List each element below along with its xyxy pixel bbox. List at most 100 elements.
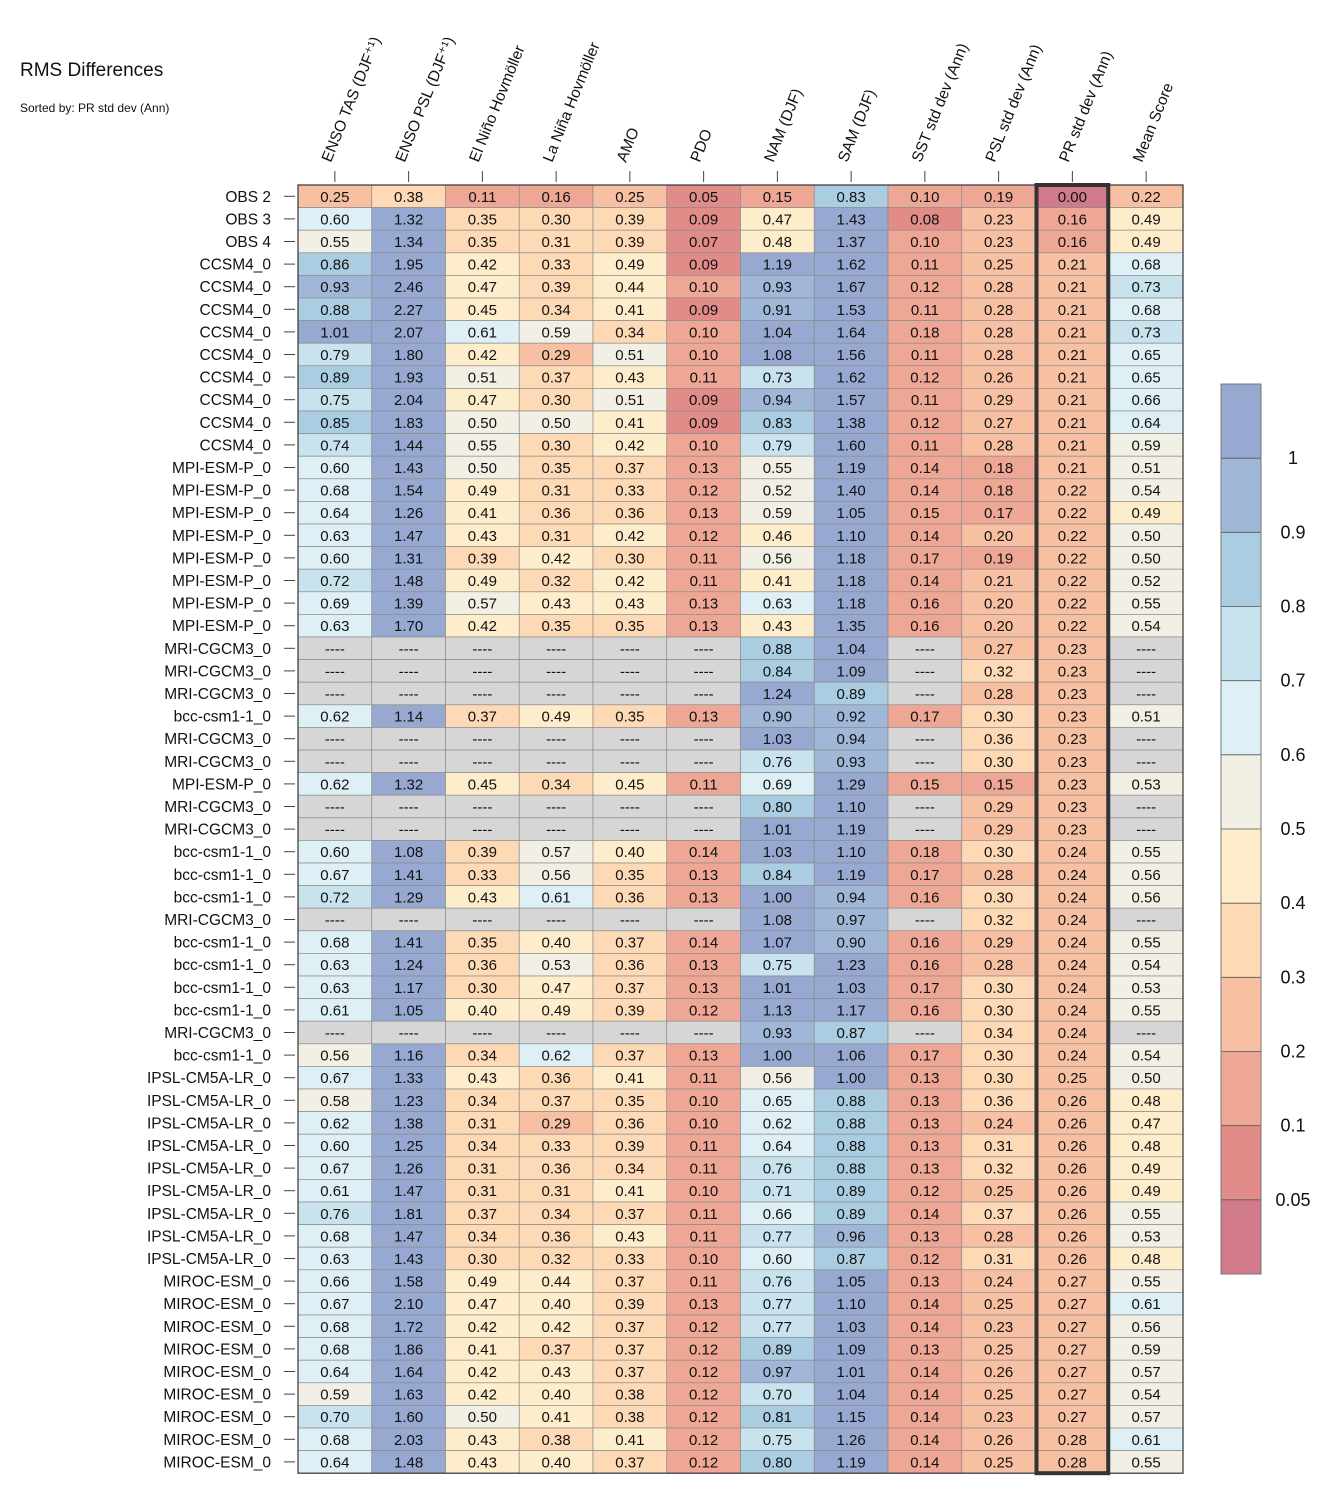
cell-value-label: 0.68 xyxy=(320,1341,349,1358)
cell-value-label: 0.39 xyxy=(615,1296,644,1313)
cell-value-label: 0.76 xyxy=(763,1274,792,1291)
cell-value-label: 0.23 xyxy=(1058,709,1087,726)
cell-value-label: 0.30 xyxy=(984,1048,1013,1065)
row-label: MIROC-ESM_0 xyxy=(163,1454,271,1471)
cell-value-label: 0.89 xyxy=(763,1341,792,1358)
cell-value-label: 0.30 xyxy=(615,550,644,567)
cell-value-label: 1.47 xyxy=(394,1183,423,1200)
cell-value-label: 0.88 xyxy=(837,1093,866,1110)
cell-value-label: 0.88 xyxy=(837,1138,866,1155)
cell-value-label: 0.77 xyxy=(763,1296,792,1313)
cell-value-label: 0.16 xyxy=(910,1002,939,1019)
cell-value-label: ---- xyxy=(472,641,492,658)
cell-value-label: 0.23 xyxy=(1058,754,1087,771)
cell-value-label: 0.13 xyxy=(910,1093,939,1110)
cell-value-label: 0.00 xyxy=(1058,189,1087,206)
cell-value-label: 0.50 xyxy=(1132,550,1161,567)
cell-value-label: 0.26 xyxy=(1058,1093,1087,1110)
cell-value-label: 1.18 xyxy=(837,573,866,590)
cell-value-label: 0.25 xyxy=(984,1296,1013,1313)
cell-value-label: 0.25 xyxy=(984,257,1013,274)
cell-value-label: 0.36 xyxy=(984,731,1013,748)
cell-value-label: 0.10 xyxy=(910,234,939,251)
cell-value-label: ---- xyxy=(325,912,345,929)
cell-value-label: 0.57 xyxy=(1132,1364,1161,1381)
cell-value-label: 0.21 xyxy=(1058,392,1087,409)
cell-value-label: 0.36 xyxy=(615,889,644,906)
cell-value-label: 0.12 xyxy=(910,1251,939,1268)
colorbar-tick-label: 0.4 xyxy=(1280,893,1305,913)
cell-value-label: 1.64 xyxy=(837,324,866,341)
cell-value-label: ---- xyxy=(1136,663,1156,680)
cell-value-label: 0.42 xyxy=(468,618,497,635)
cell-value-label: 0.37 xyxy=(615,1341,644,1358)
cell-value-label: 0.43 xyxy=(763,618,792,635)
colorbar-tick-label: 0.2 xyxy=(1280,1042,1305,1062)
cell-value-label: ---- xyxy=(915,912,935,929)
cell-value-label: 0.51 xyxy=(615,392,644,409)
cell-value-label: 1.93 xyxy=(394,370,423,387)
cell-value-label: 0.23 xyxy=(1058,731,1087,748)
cell-value-label: 0.37 xyxy=(615,980,644,997)
cell-value-label: 1.26 xyxy=(394,1161,423,1178)
row-label: bcc-csm1-1_0 xyxy=(174,1002,272,1019)
cell-value-label: 2.10 xyxy=(394,1296,423,1313)
cell-value-label: 0.24 xyxy=(1058,1048,1087,1065)
cell-value-label: 0.11 xyxy=(690,1138,718,1155)
cell-value-label: 0.62 xyxy=(542,1048,571,1065)
cell-value-label: 1.35 xyxy=(837,618,866,635)
cell-value-label: 1.39 xyxy=(394,596,423,613)
cell-value-label: 0.60 xyxy=(320,550,349,567)
cell-value-label: 1.19 xyxy=(837,822,866,839)
cell-value-label: 0.10 xyxy=(689,1115,718,1132)
cell-value-label: 0.35 xyxy=(615,867,644,884)
cell-value-label: 0.34 xyxy=(615,1161,644,1178)
cell-value-label: 1.04 xyxy=(837,641,866,658)
cell-value-label: ---- xyxy=(915,822,935,839)
cell-value-label: 0.07 xyxy=(689,234,718,251)
cell-value-label: 0.51 xyxy=(1132,709,1161,726)
column-label: PSL std dev (Ann) xyxy=(983,42,1046,164)
cell-value-label: 0.56 xyxy=(320,1048,349,1065)
cell-value-label: 0.68 xyxy=(1132,302,1161,319)
cell-value-label: 0.13 xyxy=(689,596,718,613)
cell-value-label: 0.37 xyxy=(615,1048,644,1065)
cell-value-label: 0.64 xyxy=(320,1454,349,1471)
cell-value-label: 0.22 xyxy=(1058,618,1087,635)
cell-value-label: 0.63 xyxy=(320,1251,349,1268)
cell-value-label: 0.63 xyxy=(320,957,349,974)
cell-value-label: 0.54 xyxy=(1132,1048,1161,1065)
cell-value-label: 0.42 xyxy=(615,437,644,454)
cell-value-label: 1.81 xyxy=(394,1206,423,1223)
cell-value-label: 2.03 xyxy=(394,1432,423,1449)
cell-value-label: 1.18 xyxy=(837,550,866,567)
cell-value-label: 0.61 xyxy=(320,1183,349,1200)
column-label: El Niño Hovmöller xyxy=(466,43,528,164)
cell-value-label: 0.23 xyxy=(1058,776,1087,793)
cell-value-label: 0.24 xyxy=(1058,935,1087,952)
row-label: CCSM4_0 xyxy=(200,279,272,296)
cell-value-label: 0.68 xyxy=(320,935,349,952)
cell-value-label: 1.03 xyxy=(837,1319,866,1336)
row-label: MPI-ESM-P_0 xyxy=(172,505,271,522)
cell-value-label: 0.32 xyxy=(984,663,1013,680)
cell-value-label: 0.39 xyxy=(615,211,644,228)
cell-value-label: 1.60 xyxy=(394,1409,423,1426)
cell-value-label: 0.68 xyxy=(320,483,349,500)
cell-value-label: 1.58 xyxy=(394,1274,423,1291)
cell-value-label: 1.83 xyxy=(394,415,423,432)
cell-value-label: 0.55 xyxy=(1132,935,1161,952)
cell-value-label: 0.16 xyxy=(910,889,939,906)
cell-value-label: 1.54 xyxy=(394,483,423,500)
row-label: MPI-ESM-P_0 xyxy=(172,776,271,793)
cell-value-label: 0.31 xyxy=(542,483,571,500)
cell-value-label: 0.35 xyxy=(542,460,571,477)
colorbar-segment xyxy=(1221,1199,1261,1274)
row-label: OBS 4 xyxy=(225,234,271,251)
cell-value-label: 0.89 xyxy=(837,686,866,703)
row-label: bcc-csm1-1_0 xyxy=(174,1048,272,1065)
cell-value-label: ---- xyxy=(1136,731,1156,748)
cell-value-label: 1.08 xyxy=(763,912,792,929)
cell-value-label: 0.42 xyxy=(542,1319,571,1336)
cell-value-label: 0.27 xyxy=(984,415,1013,432)
